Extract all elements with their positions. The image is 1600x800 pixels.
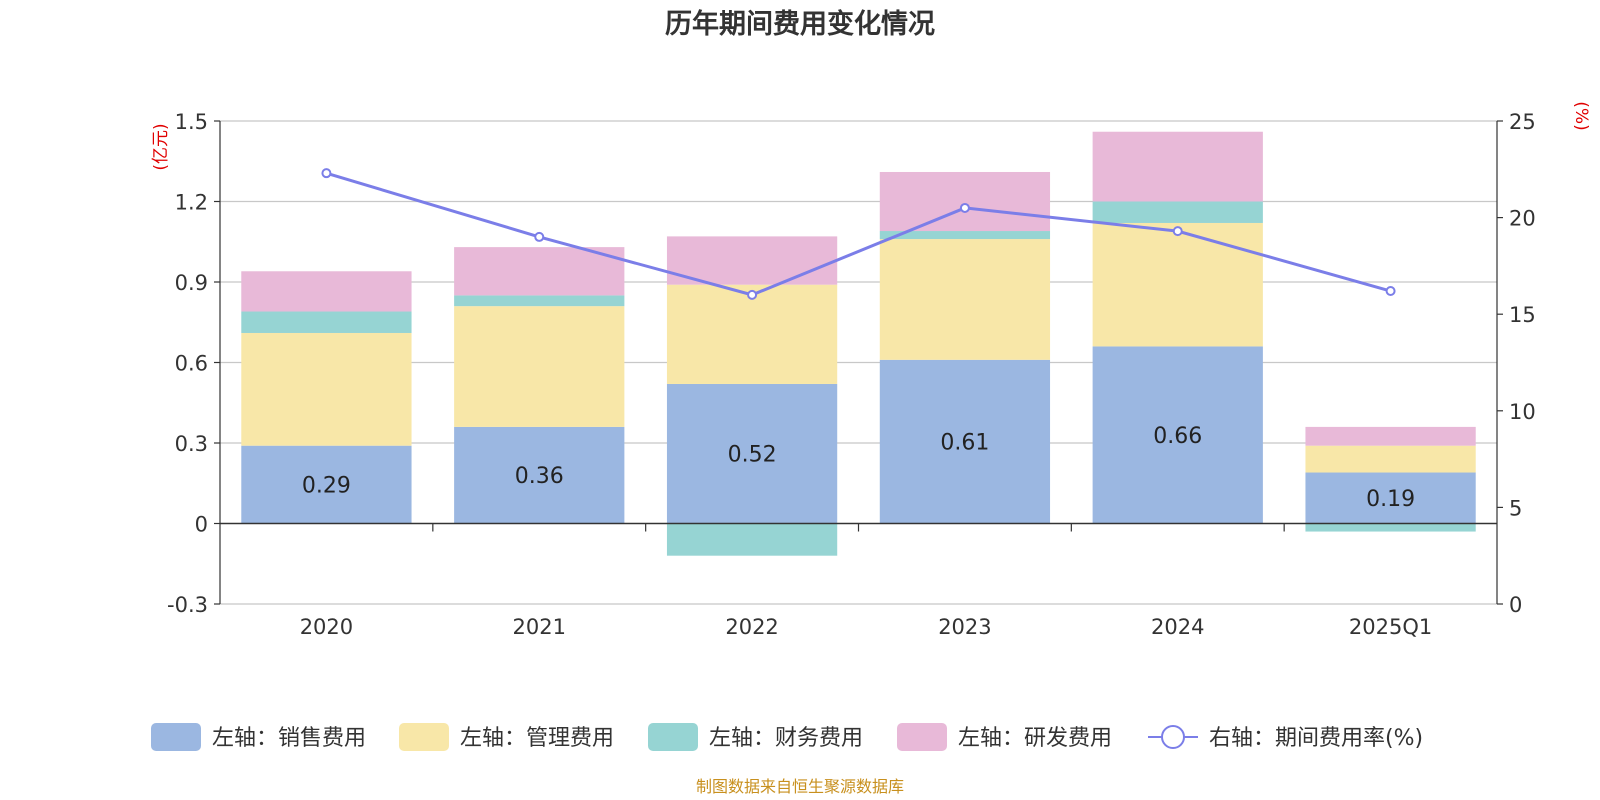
bar-segment-s0 xyxy=(666,383,838,524)
left-axis-tick-label: 1.2 xyxy=(175,191,208,215)
rate-line-point xyxy=(959,202,970,213)
legend-swatch xyxy=(897,723,947,751)
chart-title: 历年期间费用变化情况 xyxy=(665,8,935,40)
legend-label: 左轴：财务费用 xyxy=(709,726,863,751)
bar-segment-s2 xyxy=(666,523,838,556)
left-axis-tick-label: 0.6 xyxy=(175,352,208,376)
bar-segment-s0 xyxy=(241,445,412,524)
bar-segment-s1 xyxy=(1092,222,1263,347)
right-axis-tick-label: 5 xyxy=(1509,496,1522,520)
right-axis-tick-label: 10 xyxy=(1509,400,1536,424)
bar-value-label: 0.66 xyxy=(1153,424,1202,449)
legend-label: 右轴：期间费用率(%) xyxy=(1209,726,1423,751)
left-axis-tick-label: 1.5 xyxy=(175,110,208,134)
legend-swatch xyxy=(648,723,698,751)
bar-value-label: 0.19 xyxy=(1366,487,1415,512)
legend-label: 左轴：销售费用 xyxy=(212,726,366,751)
bar-segment-s0 xyxy=(879,359,1051,524)
right-axis-tick-label: 25 xyxy=(1509,110,1536,134)
left-axis-tick-label: 0.9 xyxy=(175,271,208,295)
right-axis-tick-label: 0 xyxy=(1509,593,1522,617)
legend-label: 左轴：管理费用 xyxy=(460,726,614,751)
bar-segment-s1 xyxy=(1305,445,1476,473)
left-axis-tick-label: 0.3 xyxy=(175,432,208,456)
bar-segment-s1 xyxy=(241,332,412,446)
left-axis-tick-label: -0.3 xyxy=(167,593,208,617)
bar-segment-s0 xyxy=(1092,346,1263,524)
bar-value-label: 0.61 xyxy=(940,431,989,456)
bar-segment-s2 xyxy=(879,231,1051,240)
bar-segment-s2 xyxy=(1092,201,1263,223)
bar-segment-s0 xyxy=(454,426,625,524)
rate-line-path xyxy=(325,171,1391,297)
rate-line-point xyxy=(747,289,758,300)
axes: -0.3 0 0.3 0.6 0.9 1.2 1.5 0 5 10 15 20 25 2020 2021 20… xyxy=(167,110,1536,639)
bar-segment-s3 xyxy=(241,271,412,312)
bar-segment-s1 xyxy=(879,239,1051,360)
bar-value-label: 0.36 xyxy=(515,464,564,489)
legend-swatch xyxy=(151,723,201,751)
bar-segment-s3 xyxy=(1305,426,1476,446)
bar-segment-s3 xyxy=(1092,131,1263,202)
bar-value-label: 0.52 xyxy=(728,443,777,468)
category-label: 2021 xyxy=(513,615,566,639)
bar-segment-s2 xyxy=(241,311,412,333)
category-label: 2022 xyxy=(725,615,778,639)
bar-segment-s1 xyxy=(454,306,625,427)
right-axis-tick-label: 15 xyxy=(1509,303,1536,327)
left-axis-tick-label: 0 xyxy=(195,513,208,537)
category-label: 2025Q1 xyxy=(1349,615,1432,639)
legend: 左轴：销售费用 左轴：管理费用 左轴：财务费用 左轴：研发费用 右轴：期间费用率(%) xyxy=(151,723,1423,751)
category-label: 2024 xyxy=(1151,615,1204,639)
rate-line-point xyxy=(1385,286,1396,297)
grid xyxy=(220,120,1497,605)
bar-segment-s2 xyxy=(1305,523,1476,532)
category-label: 2023 xyxy=(938,615,991,639)
right-axis-unit: (%) xyxy=(1571,101,1591,130)
data-source-note: 制图数据来自恒生聚源数据库 xyxy=(696,777,904,796)
bar-segment-s3 xyxy=(879,171,1051,232)
bar-segment-s3 xyxy=(666,236,838,285)
category-label: 2020 xyxy=(300,615,353,639)
right-axis-tick-label: 20 xyxy=(1509,207,1536,231)
legend-label: 左轴：研发费用 xyxy=(958,726,1112,751)
bar-segment-s2 xyxy=(454,295,625,307)
legend-swatch xyxy=(399,723,449,751)
rate-line-point xyxy=(321,168,332,179)
bar-segment-s3 xyxy=(454,247,625,296)
rate-line-point xyxy=(534,231,545,242)
bar-segment-s1 xyxy=(666,284,838,384)
bars xyxy=(241,131,1476,556)
legend-line-marker xyxy=(1161,725,1185,749)
bar-labels: 0.29 0.36 0.52 0.61 0.66 0.19 xyxy=(302,424,1415,512)
rate-line xyxy=(321,168,1396,300)
left-axis-unit: (亿元) xyxy=(151,123,171,170)
bar-segment-s0 xyxy=(1305,472,1476,524)
rate-line-point xyxy=(1172,226,1183,237)
bar-value-label: 0.29 xyxy=(302,474,351,499)
